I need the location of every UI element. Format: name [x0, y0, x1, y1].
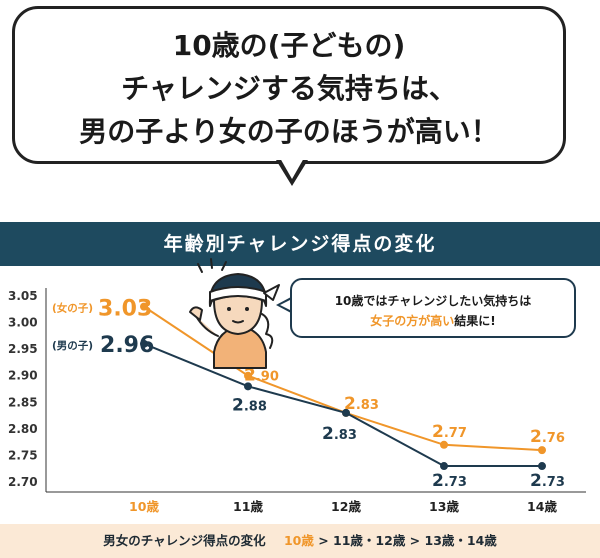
- line-chart: 3.05 3.00 2.95 2.90 2.85 2.80 2.75 2.70 10歳 11歳 12…: [8, 288, 586, 514]
- headline-bubble: [12, 6, 566, 164]
- data-value-label: 2.88: [232, 395, 267, 415]
- data-value-label: 2.83: [322, 424, 357, 444]
- x-tick-label: 12歳: [331, 499, 361, 514]
- y-tick-label: 3.05: [8, 289, 38, 303]
- data-value-label: 2.73: [530, 471, 565, 491]
- y-tick-label: 2.70: [8, 475, 38, 489]
- callout-line-1: 10歳ではチャレンジしたい気持ちは: [334, 294, 532, 308]
- footer-highlight: 10歳: [283, 533, 314, 548]
- headline-bubble-tail-fill: [280, 158, 304, 179]
- y-tick-label: 2.85: [8, 395, 38, 409]
- data-value-label: 2.90: [244, 366, 279, 386]
- headline-line-3: 男の子より女の子のほうが高い！: [79, 115, 499, 148]
- data-value-label: 2.77: [432, 422, 467, 442]
- data-point: [538, 462, 546, 471]
- callout-box: 10歳ではチャレンジしたい気持ちは 女子の方が高い結果に!: [290, 278, 576, 338]
- headline-line-1: 10歳の(子どもの): [172, 29, 406, 62]
- x-tick-label: 11歳: [233, 499, 263, 514]
- data-point: [440, 462, 448, 471]
- data-point: [440, 440, 448, 449]
- data-value-label: 2.83: [344, 394, 379, 414]
- callout-rest: 結果に!: [454, 314, 496, 328]
- data-point: [244, 371, 252, 380]
- y-tick-label: 2.90: [8, 369, 38, 383]
- data-value-label: 2.76: [530, 427, 565, 447]
- y-tick-label: 3.00: [8, 316, 38, 330]
- data-point: [342, 408, 350, 417]
- data-value-label: 3.03: [98, 297, 152, 322]
- data-value-label: 2.96: [100, 333, 154, 358]
- series-name-label: (女の子): [52, 302, 93, 315]
- summary-footer: 男女のチャレンジ得点の変化 10歳 > 11歳・12歳 > 13歳・14歳: [0, 524, 600, 558]
- data-point: [538, 446, 546, 455]
- y-tick-label: 2.95: [8, 342, 38, 356]
- callout-tail-fill: [280, 299, 292, 311]
- series-name-label: (男の子): [52, 340, 93, 352]
- data-value-label: 2.73: [432, 471, 467, 491]
- data-point: [244, 382, 252, 391]
- x-tick-label: 10歳: [129, 499, 159, 514]
- footer-prefix: 男女のチャレンジ得点の変化: [103, 533, 266, 548]
- data-point: [140, 302, 148, 311]
- callout-line-2: 女子の方が高い結果に!: [292, 311, 574, 331]
- footer-rest: > 11歳・12歳 > 13歳・14歳: [318, 533, 497, 548]
- callout-highlight: 女子の方が高い: [370, 314, 455, 328]
- headline-line-2: チャレンジする気持ちは、: [121, 72, 457, 105]
- chart-title-banner: 年齢別チャレンジ得点の変化: [0, 222, 600, 266]
- x-tick-label: 14歳: [527, 499, 557, 514]
- y-tick-label: 2.75: [8, 448, 38, 462]
- data-point: [140, 339, 148, 348]
- headline: 10歳の(子どもの) チャレンジする気持ちは、 男の子より女の子のほうが高い！: [12, 24, 566, 153]
- y-tick-label: 2.80: [8, 422, 38, 436]
- x-tick-label: 13歳: [429, 499, 459, 514]
